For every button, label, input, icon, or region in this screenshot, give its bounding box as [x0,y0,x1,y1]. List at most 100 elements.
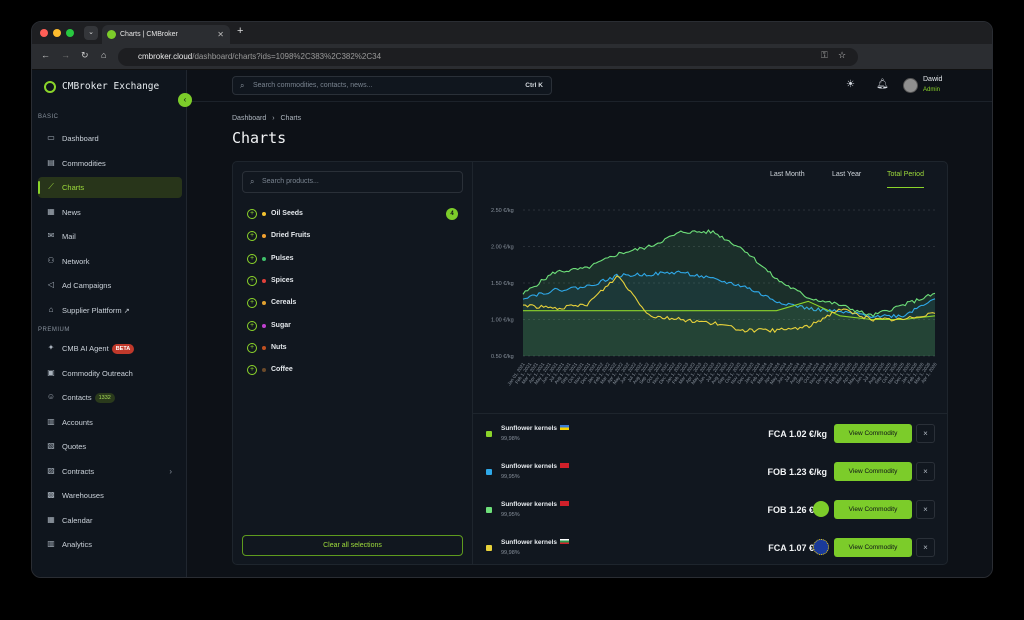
product-category-oil-seeds[interactable]: + Oil Seeds 4 [247,207,462,221]
maximize-window-icon[interactable] [66,29,74,37]
product-category-sugar[interactable]: + Sugar [247,319,462,333]
theme-toggle-icon[interactable]: ☀ [846,79,855,90]
brand[interactable]: CMBroker Exchange [44,80,159,94]
sidebar-item-quotes[interactable]: ▧ Quotes [38,436,182,457]
commodity-name[interactable]: Sunflower kernels [501,501,569,508]
sidebar-item-ad-campaigns[interactable]: ◁ Ad Campaigns [38,275,182,296]
sidebar-item-contracts[interactable]: ▨ Contracts › [38,461,182,482]
home-icon[interactable]: ⌂ [101,50,107,60]
sidebar-item-warehouses[interactable]: ▩ Warehouses [38,485,182,506]
category-color-dot [262,256,266,261]
sidebar-item-commodities[interactable]: ▤ Commodities [38,153,182,174]
sidebar-item-accounts[interactable]: ▥ Accounts [38,412,182,433]
add-circle-icon[interactable]: + [247,209,257,219]
notification-bell-icon[interactable]: 🔔︎ [876,79,889,90]
sidebar-item-network[interactable]: ⚇ Network [38,251,182,272]
category-color-dot [262,323,266,328]
product-category-spices[interactable]: + Spices [247,274,462,288]
quotes-icon: ▧ [47,441,55,450]
series-area [523,271,935,356]
price-chart[interactable]: 2.50 €/kg 2.00 €/kg 1.50 €/kg 1.00 €/kg 0.50… [473,198,948,408]
chart-line-icon: ⟋ [48,182,54,191]
breadcrumb-dashboard[interactable]: Dashboard [232,115,267,122]
view-commodity-button[interactable]: View Commodity [834,500,912,519]
product-category-cereals[interactable]: + Cereals [247,296,462,310]
sidebar: CMBroker Exchange ‹ BASIC ▭ Dashboard ▤ Com… [32,70,192,577]
remove-commodity-button[interactable]: × [916,462,935,481]
country-flag-icon [560,539,569,544]
add-circle-icon[interactable]: + [247,342,257,353]
sidebar-item-contacts[interactable]: ☺ Contacts 1332 [38,387,182,408]
add-circle-icon[interactable]: + [247,231,257,242]
commodity-row: Sunflower kernels 99,95% FOB 1.26 €/kg View… [473,491,947,529]
clear-selections-button[interactable]: Clear all selections [242,535,463,556]
sidebar-item-charts[interactable]: ⟋ Charts [38,177,182,198]
key-icon[interactable]: ⚿ [821,50,828,60]
remove-commodity-button[interactable]: × [916,538,935,557]
new-tab-button[interactable]: + [237,25,244,37]
sidebar-badge: BETA [111,344,135,354]
tab-list-icon[interactable]: ⌄ [84,26,98,40]
product-category-dried-fruits[interactable]: + Dried Fruits [247,229,462,243]
back-icon[interactable]: ← [41,50,50,60]
commodity-name[interactable]: Sunflower kernels [501,463,569,470]
period-total[interactable]: Total Period [887,171,924,188]
category-color-dot [262,368,266,373]
browser-tab[interactable]: Charts | CMBroker ✕ [102,25,230,44]
accounts-icon: ▥ [47,416,55,426]
category-color-dot [262,345,266,350]
view-commodity-button[interactable]: View Commodity [834,462,912,481]
eu-stars-icon [813,539,829,555]
sidebar-item-mail[interactable]: ✉ Mail [38,226,182,247]
commodity-price: FOB 1.23 €/kg [767,467,827,477]
minimize-window-icon[interactable] [53,29,61,37]
sidebar-item-news[interactable]: ▦ News [38,202,182,223]
reload-icon[interactable]: ↻ [81,50,89,60]
period-last-month[interactable]: Last Month [770,171,805,178]
favicon-icon [107,30,116,39]
sidebar-item-cmb-ai-agent[interactable]: ✦ CMB AI Agent BETA [38,338,182,359]
sidebar-item-supplier-plattform[interactable]: ⌂ Supplier Plattform ↗ [38,300,182,321]
sidebar-item-dashboard[interactable]: ▭ Dashboard [38,128,182,149]
add-circle-icon[interactable]: + [247,253,257,264]
close-window-icon[interactable] [40,29,48,37]
product-category-pulses[interactable]: + Pulses [247,252,462,266]
remove-commodity-button[interactable]: × [916,500,935,519]
megaphone-icon: ◁ [47,280,55,289]
commodity-name[interactable]: Sunflower kernels [501,425,569,432]
product-category-nuts[interactable]: + Nuts [247,341,462,355]
add-circle-icon[interactable]: + [247,298,257,309]
bookmark-star-icon[interactable]: ☆ [838,50,847,60]
user-name[interactable]: Dawid [923,76,943,83]
collapse-sidebar-button[interactable]: ‹ [178,93,192,107]
remove-commodity-button[interactable]: × [916,424,935,443]
series-area [523,301,935,356]
product-search-input[interactable]: ⌕ Search products... [242,171,463,193]
global-search-input[interactable]: ⌕ Search commodities, contacts, news... … [232,76,552,95]
page-title: Charts [232,129,287,147]
series-line[interactable] [523,275,936,334]
series-line[interactable] [522,229,936,318]
sidebar-item-commodity-outreach[interactable]: ▣ Commodity Outreach [38,363,182,384]
chevron-right-icon[interactable]: › [169,466,172,476]
commodity-name[interactable]: Sunflower kernels [501,539,569,546]
add-circle-icon[interactable]: + [247,320,257,331]
sidebar-item-analytics[interactable]: ▥ Analytics [38,534,182,555]
add-circle-icon[interactable]: + [247,275,257,286]
view-commodity-button[interactable]: View Commodity [834,538,912,557]
series-area [523,230,935,356]
forward-icon[interactable]: → [61,50,70,60]
view-commodity-button[interactable]: View Commodity [834,424,912,443]
close-tab-icon[interactable]: ✕ [217,30,224,39]
cmb-ai-agent-icon: ✦ [47,343,55,352]
search-shortcut: Ctrl K [525,82,543,89]
series-line[interactable] [523,300,936,321]
url-field[interactable]: cmbroker.cloud/dashboard/charts?ids=1098… [118,48,858,66]
store-icon: ⌂ [48,304,54,314]
y-tick-label: 0.50 €/kg [491,354,514,360]
avatar[interactable] [903,78,918,93]
product-category-coffee[interactable]: + Coffee [247,363,462,377]
period-last-year[interactable]: Last Year [832,171,862,178]
sidebar-item-calendar[interactable]: ▦ Calendar [38,510,182,531]
add-circle-icon[interactable]: + [247,365,257,376]
